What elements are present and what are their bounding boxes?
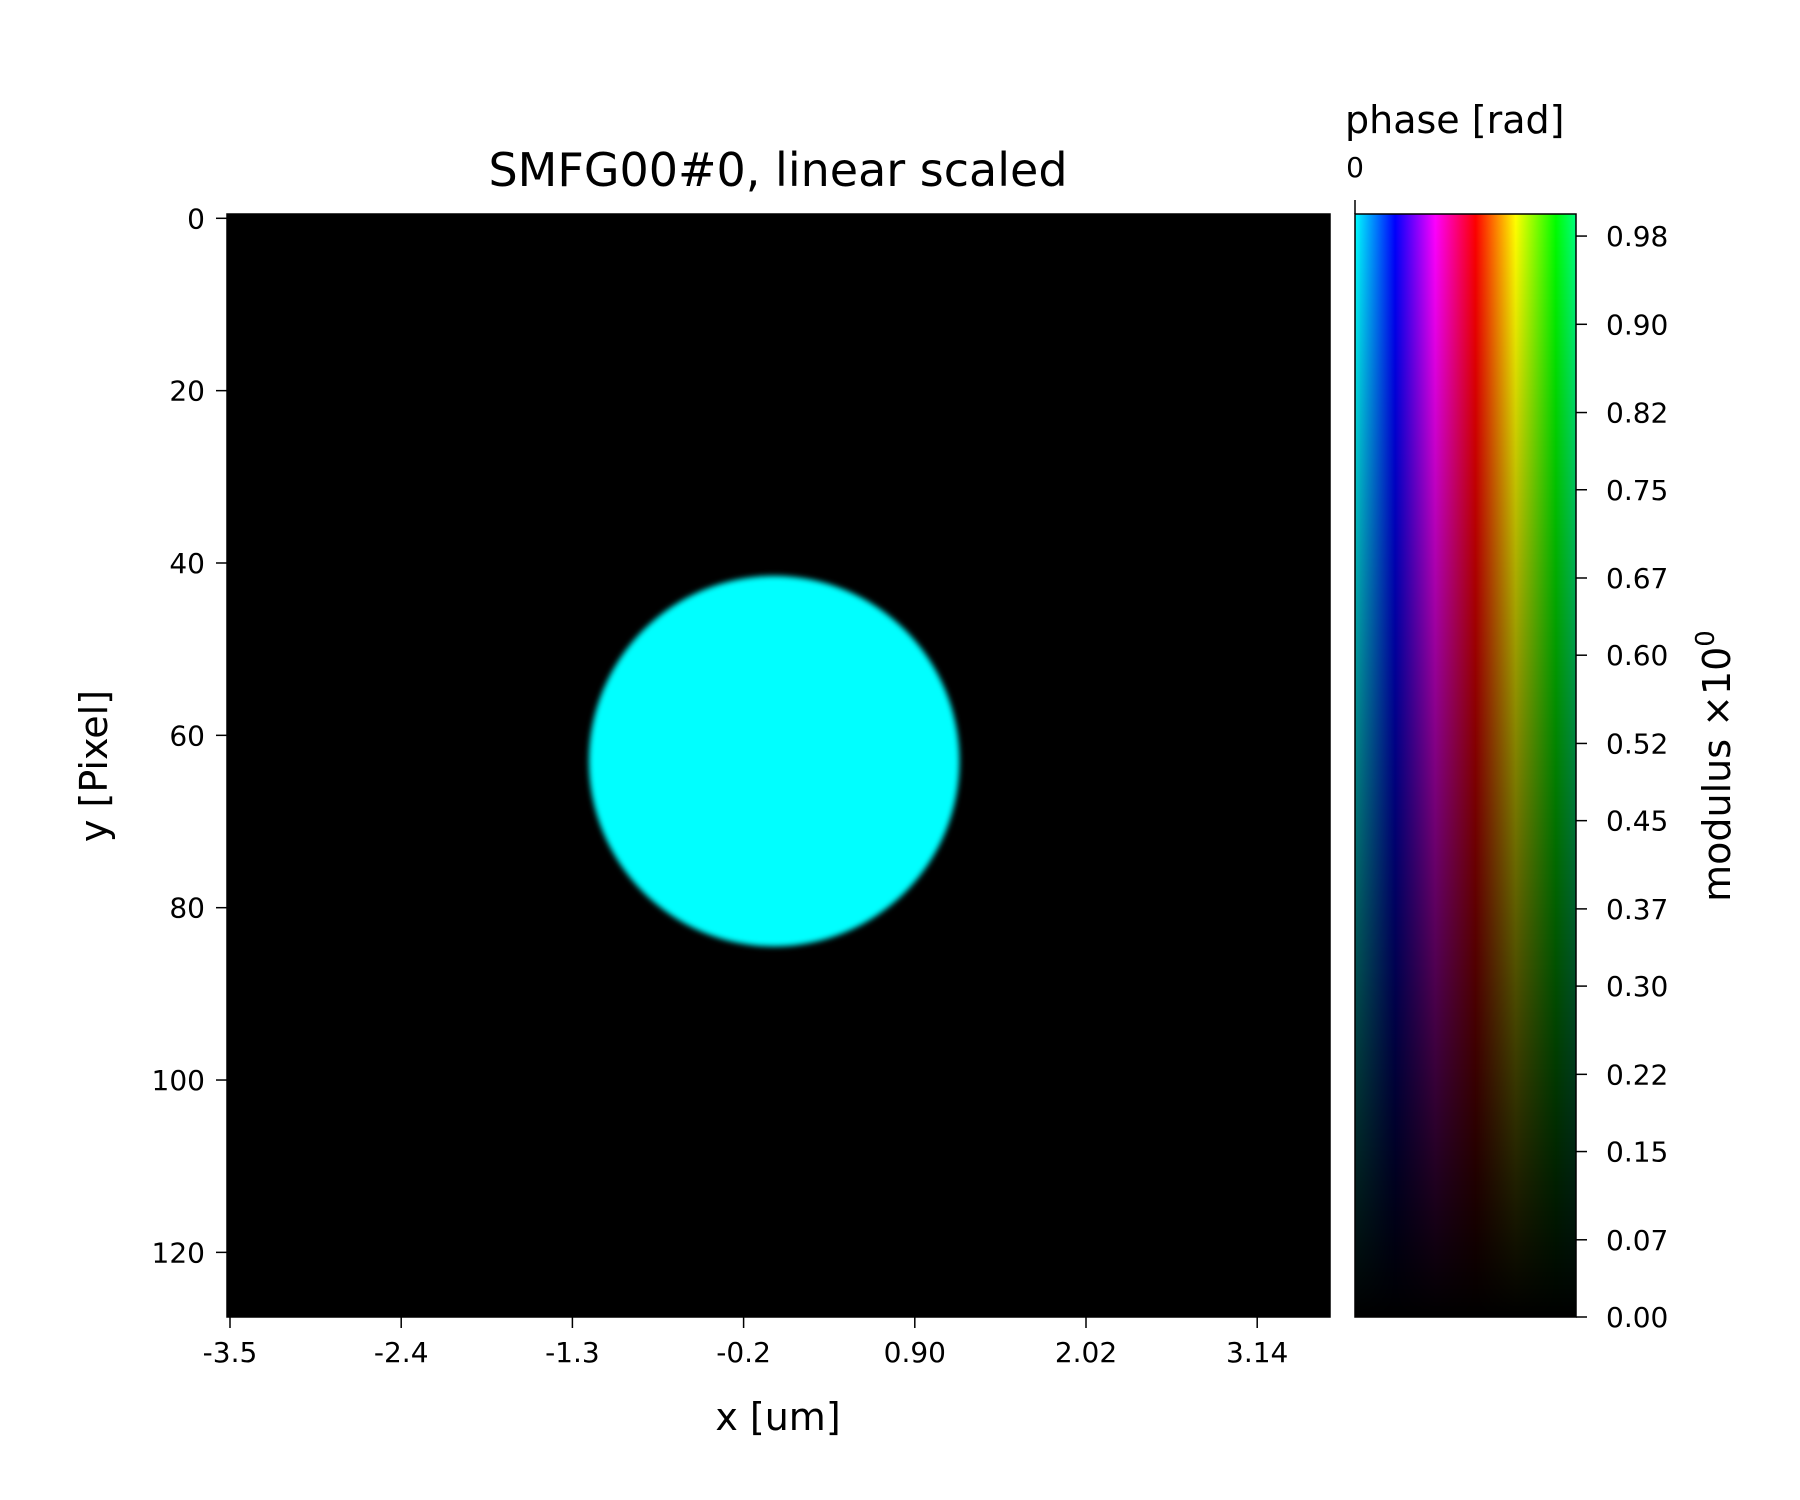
y-tick-label: 60 [169,719,205,752]
x-tick-label: -2.4 [374,1336,429,1369]
colorbar-tick-label: 0.67 [1606,562,1668,595]
colorbar-tick-label: 0.45 [1606,805,1668,838]
y-axis-label: y [Pixel] [72,690,116,842]
x-tick-label: -0.2 [716,1336,771,1369]
colorbar-side-label-exponent: 0 [1691,630,1721,647]
heatmap-frame [226,213,1331,1318]
y-tick-label: 120 [152,1236,205,1269]
colorbar-tick-label: 0.98 [1606,220,1668,253]
colorbar-tick-label: 0.37 [1606,893,1668,926]
y-tick-label: 0 [187,202,205,235]
colorbar-darkening [1355,214,1576,1317]
x-axis-ticks: -3.5 -2.4 -1.3 -0.2 0.90 2.02 3.14 [203,1317,1288,1369]
y-tick-label: 100 [152,1064,205,1097]
x-tick-label: -3.5 [203,1336,258,1369]
y-tick-label: 40 [169,547,205,580]
y-axis-ticks: 0 20 40 60 80 100 120 [152,202,227,1269]
colorbar-top-tick-label: 0 [1346,151,1364,184]
y-tick-label: 20 [169,375,205,408]
colorbar-ticks: 0.98 0.90 0.82 0.75 0.67 0.60 0.52 0.45 0.37 0.30… [1576,220,1668,1334]
colorbar-tick-label: 0.82 [1606,397,1668,430]
modulus-disk [588,575,960,947]
colorbar-top-label: phase [rad] [1345,98,1564,142]
y-tick-label: 80 [169,892,205,925]
colorbar-side-label: modulus ×100 [1691,630,1739,902]
x-tick-label: 2.02 [1055,1336,1117,1369]
heatmap-panel [226,213,1331,1318]
colorbar [1354,200,1577,1318]
colorbar-frame [1354,213,1577,1318]
colorbar-tick-label: 0.22 [1606,1058,1668,1091]
colorbar-tick-label: 0.90 [1606,308,1668,341]
colorbar-tick-label: 0.15 [1606,1136,1668,1169]
colorbar-tick-label: 0.00 [1606,1301,1668,1334]
colorbar-tick-label: 0.60 [1606,639,1668,672]
chart-title: SMFG00#0, linear scaled [488,143,1067,197]
x-axis-label: x [um] [715,1395,840,1439]
colorbar-tick-label: 0.75 [1606,474,1668,507]
x-tick-label: 0.90 [884,1336,946,1369]
x-tick-label: 3.14 [1226,1336,1288,1369]
colorbar-tick-label: 0.30 [1606,970,1668,1003]
x-tick-label: -1.3 [545,1336,600,1369]
colorbar-tick-label: 0.07 [1606,1224,1668,1257]
colorbar-side-label-text: modulus ×10 [1695,647,1739,902]
colorbar-tick-label: 0.52 [1606,727,1668,760]
